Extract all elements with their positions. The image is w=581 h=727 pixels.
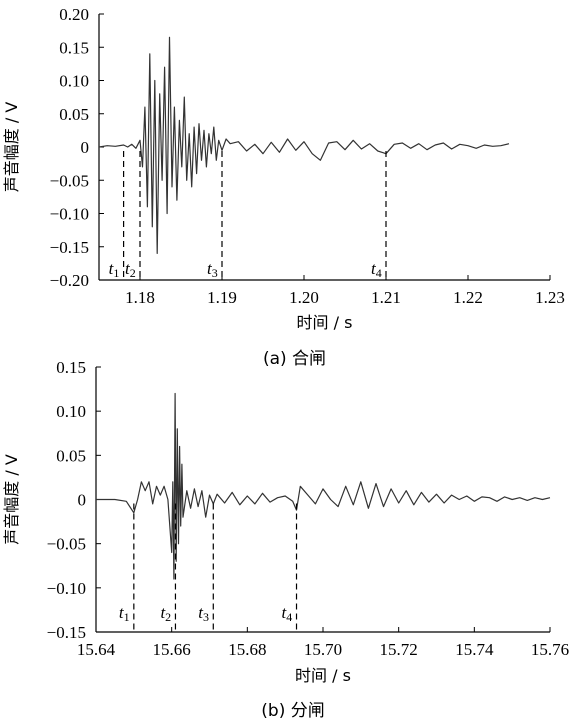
y-tick-label: 0.20 [59, 5, 89, 24]
x-tick-label: 1.22 [453, 288, 483, 307]
series-line [96, 392, 551, 580]
time-marker-label: t4 [371, 259, 382, 280]
x-tick-label: 1.23 [535, 288, 565, 307]
y-tick-label: −0.15 [47, 623, 86, 642]
x-tick-label: 1.20 [289, 288, 319, 307]
y-tick-label: −0.05 [50, 171, 89, 190]
x-tick-label: 1.21 [371, 288, 401, 307]
x-tick-label: 1.19 [207, 288, 237, 307]
time-marker-label: t4 [282, 603, 293, 624]
y-tick-label: −0.15 [50, 238, 89, 257]
y-tick-label: 0 [78, 491, 87, 510]
x-tick-label: 15.74 [455, 640, 494, 659]
y-axis-label: 声音幅度 / V [2, 102, 21, 193]
chart-caption: (b) 分闸 [261, 701, 324, 721]
time-marker-label: t2 [160, 603, 171, 624]
x-tick-label: 15.64 [77, 640, 116, 659]
time-marker-label: t3 [198, 603, 209, 624]
y-tick-label: 0.15 [56, 358, 86, 377]
y-tick-label: −0.10 [47, 579, 86, 598]
time-marker-label: t3 [207, 259, 218, 280]
y-tick-label: 0.10 [56, 402, 86, 421]
x-tick-label: 1.18 [125, 288, 155, 307]
x-tick-label: 15.72 [380, 640, 418, 659]
x-tick-label: 15.76 [531, 640, 569, 659]
x-axis-label: 时间 / s [295, 666, 351, 685]
y-axis-label: 声音幅度 / V [2, 454, 21, 545]
series-line [98, 36, 510, 254]
time-marker-label: t1 [109, 259, 120, 280]
y-tick-label: −0.05 [47, 535, 86, 554]
chart-panel-a: 0.20 0.15 0.10 0.05 0 −0.05 −0.10 −0.15 −0.20 1.1… [2, 5, 565, 369]
x-tick-label: 15.68 [228, 640, 266, 659]
x-tick-label: 15.66 [153, 640, 191, 659]
y-tick-label: 0.05 [56, 446, 86, 465]
y-tick-label: 0.05 [59, 105, 89, 124]
x-axis-label: 时间 / s [297, 313, 353, 332]
chart-caption: (a) 合闸 [263, 349, 326, 369]
y-tick-label: 0 [81, 138, 90, 157]
time-marker-label: t2 [125, 259, 136, 280]
y-tick-label: 0.10 [59, 72, 89, 91]
time-marker-label: t1 [119, 603, 130, 624]
y-tick-label: −0.20 [50, 271, 89, 290]
y-tick-label: 0.15 [59, 38, 89, 57]
y-tick-label: −0.10 [50, 205, 89, 224]
x-tick-label: 15.70 [304, 640, 342, 659]
